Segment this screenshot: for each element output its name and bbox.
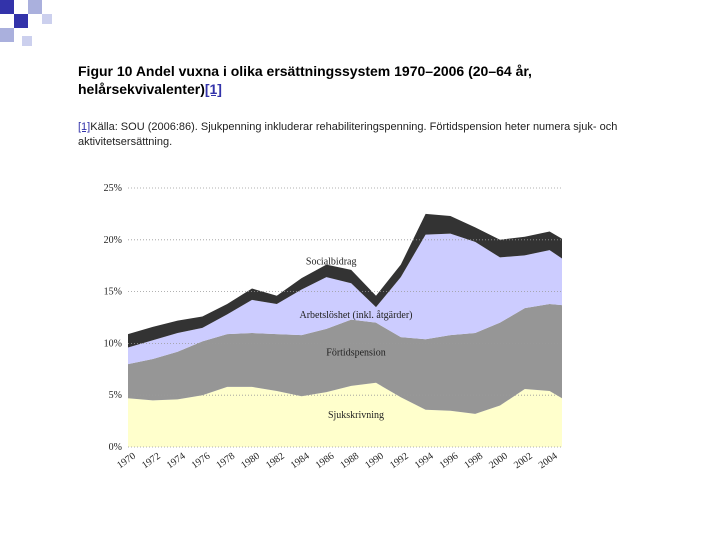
x-tick-label: 1970 [115,451,138,471]
series-label: Förtidspension [326,348,385,359]
x-tick-label: 2000 [487,451,510,471]
x-tick-label: 1976 [190,451,213,471]
title-ref[interactable]: [1] [204,81,222,97]
x-tick-label: 1998 [462,451,485,471]
series-label: Sjukskrivning [328,410,384,421]
y-tick-label: 5% [109,390,122,401]
title-text: Figur 10 Andel vuxna i olika ersättnings… [78,63,532,97]
footnote-ref[interactable]: [1] [78,121,91,133]
x-tick-label: 1980 [239,451,262,471]
x-tick-label: 1986 [314,451,337,471]
x-tick-label: 1982 [264,451,287,471]
x-tick-label: 1978 [214,451,237,471]
area [128,304,562,414]
decoration [0,0,52,46]
footnote-text: Källa: SOU (2006:86). Sjukpenning inklud… [78,121,618,148]
y-tick-label: 20% [104,235,122,246]
y-tick-label: 0% [109,442,122,453]
x-tick-label: 1990 [363,451,386,471]
area [128,233,562,365]
x-tick-label: 1992 [388,451,411,471]
area [128,213,562,348]
footnote: [1]Källa: SOU (2006:86). Sjukpenning ink… [78,120,678,150]
area [128,382,562,447]
series-label: Arbetslöshet (inkl. åtgärder) [299,310,412,321]
x-tick-label: 1994 [413,451,436,471]
x-tick-label: 2002 [512,451,535,471]
x-tick-label: 1984 [289,451,312,471]
x-tick-label: 1974 [165,451,188,471]
y-tick-label: 25% [104,183,122,194]
x-tick-label: 2004 [537,451,560,471]
title: Figur 10 Andel vuxna i olika ersättnings… [78,62,578,98]
x-tick-label: 1996 [438,451,461,471]
series-label: Socialbidrag [306,257,357,268]
y-tick-label: 10% [104,338,122,349]
y-tick-label: 15% [104,287,122,298]
x-tick-label: 1972 [140,451,163,471]
x-tick-label: 1988 [338,451,361,471]
